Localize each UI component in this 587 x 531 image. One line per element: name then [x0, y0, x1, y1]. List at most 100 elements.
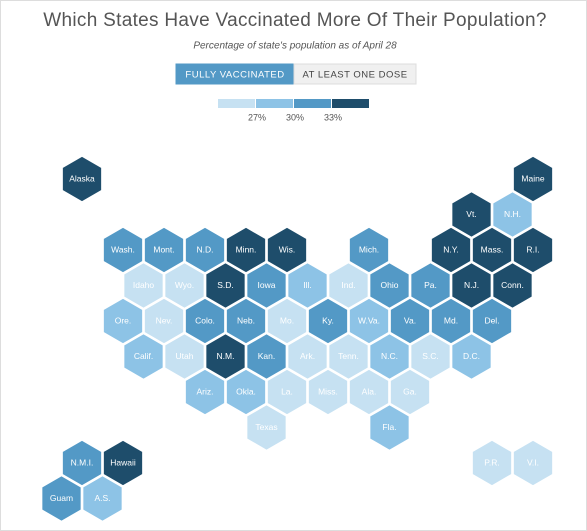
hex-label: Ky. — [322, 315, 334, 325]
hex — [389, 297, 431, 345]
hex — [122, 261, 165, 310]
legend-swatch — [294, 99, 331, 108]
hex-label: Tenn. — [338, 351, 359, 361]
hex — [163, 261, 206, 310]
hex-label: Kan. — [258, 351, 276, 361]
hex — [184, 297, 226, 345]
hex — [471, 226, 513, 274]
hex-label: Mont. — [153, 244, 174, 254]
hex — [327, 261, 370, 310]
hex — [430, 226, 472, 274]
hex-label: Minn. — [236, 244, 257, 254]
hex — [184, 368, 226, 416]
hex-label: Ark. — [300, 351, 315, 361]
hex — [368, 261, 411, 310]
hex-label: Okla. — [236, 386, 256, 396]
tab-label[interactable]: AT LEAST ONE DOSE — [302, 70, 407, 81]
hex — [471, 297, 513, 345]
hex-label: Neb. — [237, 315, 255, 325]
tab[interactable] — [293, 63, 417, 85]
hex — [286, 332, 329, 381]
hex-label: Ind. — [341, 280, 355, 290]
hex — [102, 297, 144, 345]
hex — [204, 332, 247, 381]
hex-label: N.M.I. — [71, 457, 94, 467]
hex — [225, 226, 267, 274]
hex-label: Wis. — [279, 244, 296, 254]
hex — [61, 439, 103, 487]
hex — [163, 332, 206, 381]
hex — [327, 332, 370, 381]
hex — [61, 155, 103, 203]
hex — [245, 332, 288, 381]
hex-label: Ohio — [381, 280, 399, 290]
hex — [245, 261, 288, 310]
hex — [512, 226, 554, 274]
hex-label: Ore. — [115, 315, 132, 325]
hex-label: Wash. — [111, 244, 135, 254]
hex — [368, 403, 411, 452]
hex-label: Hawaii — [110, 457, 136, 467]
hex-label: N.Y. — [443, 244, 458, 254]
legend-label: 27% — [248, 112, 266, 122]
hex-label: N.D. — [197, 244, 214, 254]
hex-label: Del. — [484, 315, 499, 325]
hex — [225, 368, 267, 416]
hex — [81, 474, 124, 523]
hex-label: Texas — [255, 422, 277, 432]
hex — [491, 261, 534, 310]
hex-label: Fla. — [382, 422, 396, 432]
hex — [348, 368, 390, 416]
hex-label: Ariz. — [197, 386, 214, 396]
hex-label: Calif. — [134, 351, 153, 361]
hex — [266, 226, 308, 274]
hex — [450, 261, 493, 310]
hex-label: V.I. — [527, 457, 539, 467]
hex-label: Maine — [521, 173, 544, 183]
hex-label: Md. — [444, 315, 458, 325]
hex-label: Alaska — [69, 173, 95, 183]
hex-label: A.S. — [94, 493, 110, 503]
hex-label: Iowa — [258, 280, 276, 290]
hex-label: Pa. — [424, 280, 437, 290]
hex-label: N.H. — [504, 209, 521, 219]
hex-label: P.R. — [484, 457, 499, 467]
hex — [245, 403, 288, 452]
hex-label: Miss. — [318, 386, 338, 396]
hex — [102, 439, 144, 487]
hex-label: La. — [281, 386, 293, 396]
hex — [286, 261, 329, 310]
hex — [430, 297, 472, 345]
hex-label: Mo. — [280, 315, 294, 325]
hex-label: Conn. — [501, 280, 524, 290]
hex — [225, 297, 267, 345]
legend-swatch — [218, 99, 255, 108]
hex — [143, 226, 185, 274]
hex — [450, 332, 493, 381]
hex-label: Mich. — [359, 244, 379, 254]
hex-label: W.Va. — [358, 315, 380, 325]
tab-label[interactable]: FULLY VACCINATED — [185, 70, 284, 81]
hex-label: Guam — [50, 493, 73, 503]
hex — [450, 190, 493, 239]
hex-label: Colo. — [195, 315, 215, 325]
hex — [307, 368, 349, 416]
hex — [184, 226, 226, 274]
hex — [102, 226, 144, 274]
hex-label: Vt. — [466, 209, 476, 219]
hex-label: S.D. — [217, 280, 234, 290]
hex — [389, 368, 431, 416]
hex — [368, 332, 411, 381]
hex-label: Utah — [176, 351, 194, 361]
hex-label: Ala. — [362, 386, 377, 396]
hex-label: N.C. — [381, 351, 398, 361]
hex — [409, 261, 452, 310]
title: Which States Have Vaccinated More Of The… — [43, 10, 546, 31]
hex — [266, 368, 308, 416]
hex — [491, 190, 534, 239]
hex — [143, 297, 185, 345]
hex — [266, 297, 308, 345]
legend-label: 33% — [324, 112, 342, 122]
hex-label: S.C. — [422, 351, 439, 361]
